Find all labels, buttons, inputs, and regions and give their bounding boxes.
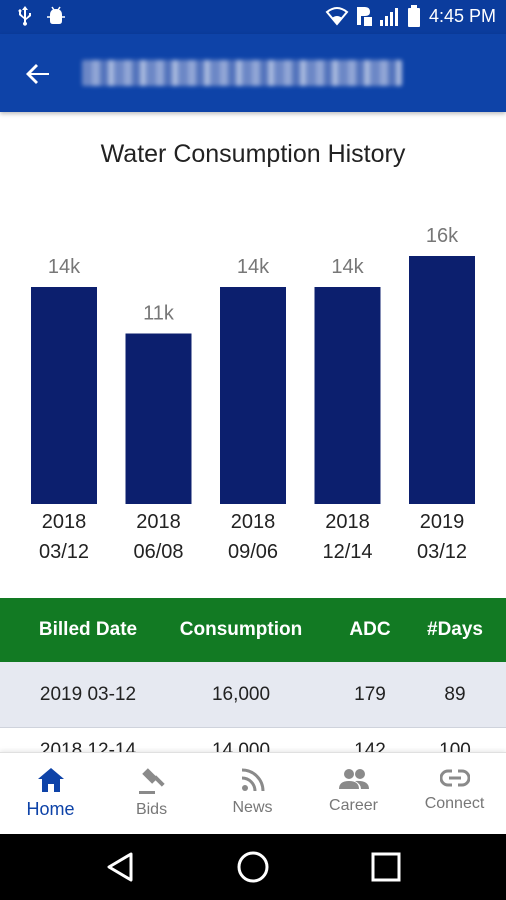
bar-4 [409, 256, 475, 504]
bar-3 [314, 287, 381, 504]
rss-icon [241, 768, 264, 792]
bar-value-label-1: 11k [143, 303, 175, 325]
x-tick-label-0-1: 03/12 [39, 541, 89, 563]
signal-icon [379, 8, 398, 26]
nav-bids-label: Bids [135, 801, 168, 818]
system-recents-button[interactable] [366, 847, 406, 887]
table-header: Billed Date Consumption ADC #Days [0, 598, 506, 662]
app-title [82, 60, 402, 86]
recents-square-icon [371, 852, 401, 882]
bar-2 [220, 287, 286, 504]
usb-icon [18, 6, 31, 26]
link-icon [439, 769, 470, 787]
bar-value-label-4: 16k [426, 225, 459, 247]
header-consumption: Consumption [179, 619, 303, 640]
nav-news[interactable]: News [202, 753, 303, 835]
x-tick-label-1-0: 2018 [136, 511, 181, 533]
back-triangle-icon [107, 852, 133, 882]
x-tick-label-4-0: 2019 [420, 511, 465, 533]
bottom-navigation: Home Bids News Career Connect [0, 752, 506, 834]
nav-news-label: News [232, 799, 273, 816]
people-icon [338, 769, 369, 789]
android-debug-icon [47, 6, 65, 24]
bar-value-label-0: 14k [48, 256, 81, 278]
back-button[interactable] [20, 56, 56, 92]
battery-icon [407, 5, 420, 27]
system-navigation-bar [0, 834, 506, 900]
nav-career-label: Career [329, 797, 378, 814]
x-tick-label-1-1: 06/08 [133, 541, 183, 563]
bar-0 [31, 287, 97, 504]
cell-consumption: 14,000 [211, 740, 271, 752]
cell-date: 2019 03-12 [39, 683, 137, 705]
table-row: 2019 03-12 16,000 179 89 [0, 662, 506, 728]
x-tick-label-3-1: 12/14 [322, 541, 372, 563]
gavel-icon [138, 768, 165, 794]
cell-days: 100 [439, 740, 471, 752]
x-tick-label-3-0: 2018 [325, 511, 370, 533]
cell-date: 2018 12-14 [39, 740, 137, 752]
nfc-icon [356, 7, 372, 26]
system-back-button[interactable] [100, 847, 140, 887]
bar-1 [125, 333, 192, 504]
home-circle-icon [237, 851, 269, 883]
x-tick-label-0-0: 2018 [42, 511, 87, 533]
cell-adc: 142 [354, 740, 386, 752]
status-time: 4:45 PM [428, 5, 496, 26]
nav-connect[interactable]: Connect [404, 753, 505, 835]
bar-value-label-2: 14k [237, 256, 270, 278]
nav-connect-label: Connect [424, 795, 485, 812]
nav-career[interactable]: Career [303, 753, 404, 835]
nav-home[interactable]: Home [0, 753, 101, 835]
system-home-button[interactable] [233, 847, 273, 887]
cell-days: 89 [444, 683, 466, 705]
consumption-bar-chart: 14k 2018 03/12 11k 2018 06/08 14k 2018 09/06 14k 2… [31, 225, 475, 563]
wifi-icon [325, 7, 349, 26]
table-row: 2018 12-14 14,000 142 100 [0, 728, 506, 752]
cell-consumption: 16,000 [211, 683, 271, 705]
header-days: #Days [427, 619, 483, 640]
chart-title: Water Consumption History [100, 140, 406, 168]
nav-bids[interactable]: Bids [101, 753, 202, 835]
header-billed-date: Billed Date [38, 619, 138, 640]
home-icon [37, 768, 64, 792]
nav-home-label: Home [26, 799, 75, 819]
bar-value-label-3: 14k [331, 256, 364, 278]
app-bar [0, 34, 506, 112]
arrow-left-icon [26, 64, 49, 84]
cell-adc: 179 [354, 683, 386, 705]
x-tick-label-4-1: 03/12 [417, 541, 467, 563]
header-adc: ADC [349, 619, 391, 640]
x-tick-label-2-0: 2018 [231, 511, 276, 533]
x-tick-label-2-1: 09/06 [228, 541, 278, 563]
status-bar: 4:45 PM [0, 0, 506, 34]
